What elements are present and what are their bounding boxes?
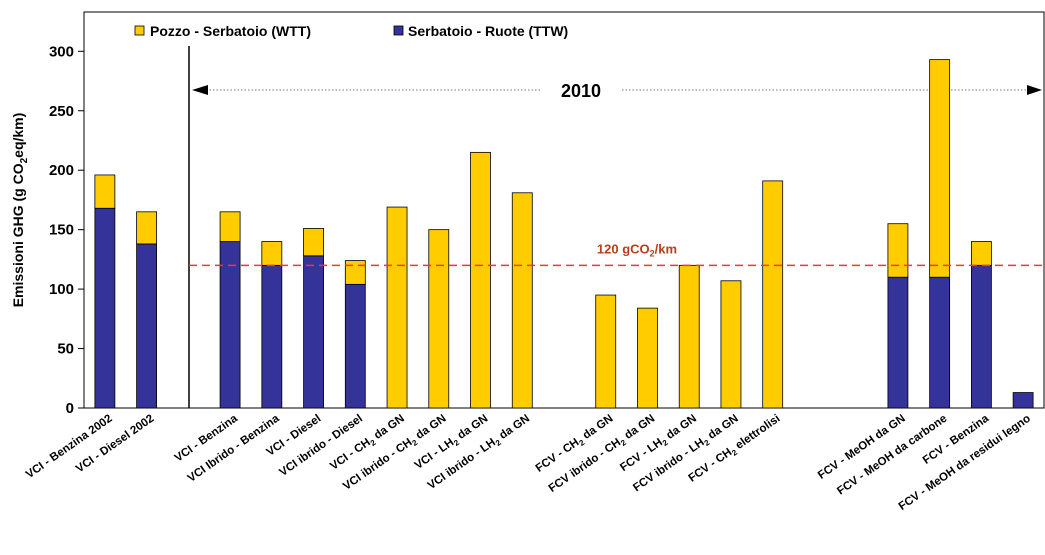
y-tick-label: 0 [66,400,74,417]
bar-wtt [970,241,992,266]
period-arrowhead-left [192,85,208,95]
bar-wtt [511,192,533,409]
bar-wtt [344,260,366,285]
bar-wtt [887,223,909,278]
y-tick-label: 250 [49,103,74,120]
bar-wtt [595,294,617,409]
bar-wtt [386,206,408,409]
bar-ttw [929,276,951,409]
y-tick-label: 200 [49,162,74,179]
bar-ttw [970,264,992,409]
y-tick-label: 300 [49,43,74,60]
legend-label-ttw: Serbatoio - Ruote (TTW) [408,23,568,39]
bar-wtt [720,280,742,409]
y-axis-title: Emissioni GHG (g CO2eq/km) [10,113,30,308]
y-tick-label: 50 [57,341,74,358]
period-annotation: 2010 [192,81,1042,101]
y-tick-label: 150 [49,222,74,239]
bar-ttw [94,207,116,409]
period-arrowhead-right [1027,85,1042,95]
bar-ttw [344,283,366,409]
bar-wtt [136,211,158,245]
bar-ttw [887,276,909,409]
plot-frame [83,11,1045,409]
bar-wtt [470,151,491,409]
bar-wtt [303,228,324,257]
bar-ttw [1012,392,1034,409]
reference-line-label: 120 gCO2/km [597,241,677,258]
legend-label-wtt: Pozzo - Serbatoio (WTT) [150,23,311,39]
y-axis: 0 50 100 150 200 250 300 [49,43,84,417]
legend-swatch-wtt [134,25,145,36]
legend-swatch-ttw [393,25,404,36]
bars [94,59,1034,409]
bar-wtt [929,59,951,278]
bar-wtt [637,307,658,409]
legend: Pozzo - Serbatoio (WTT) Serbatoio - Ruot… [134,23,568,39]
reference-line-group: 120 gCO2/km [189,241,1044,267]
y-tick-label: 100 [49,281,74,298]
x-category-label: VCI - Diesel 2002 [74,413,156,476]
bar-wtt [678,264,700,409]
bar-wtt [94,174,116,209]
bar-ttw [136,243,158,409]
bar-ttw [261,264,283,409]
bar-ttw [303,255,324,409]
bar-wtt [428,229,450,409]
bar-ttw [219,241,241,409]
period-label: 2010 [561,81,601,101]
bar-wtt [762,180,784,409]
bar-wtt [219,211,241,242]
bar-wtt [261,241,283,266]
